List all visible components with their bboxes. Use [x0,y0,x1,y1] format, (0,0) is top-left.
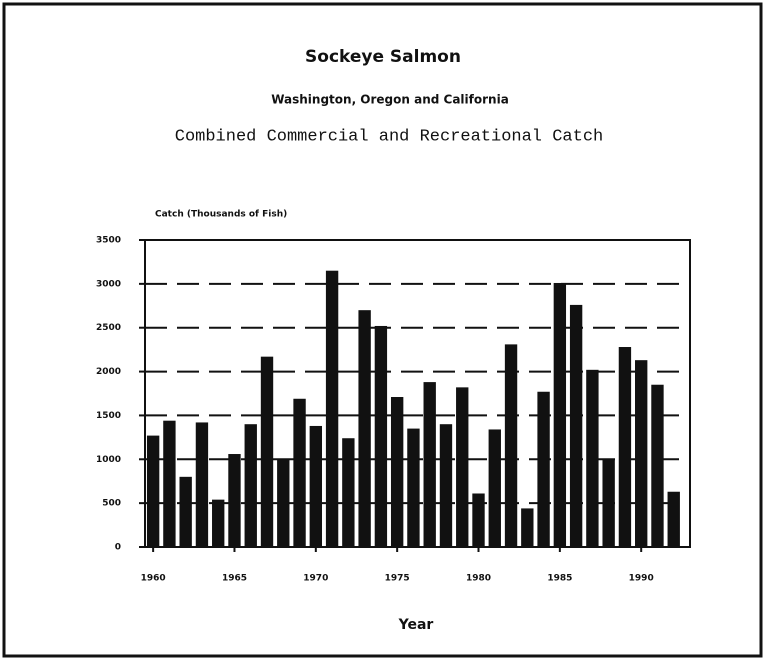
bar [439,424,453,547]
bar [277,459,290,547]
bar [635,360,648,547]
x-tick-label: 1975 [385,574,410,584]
bar [390,397,404,547]
bar [504,344,518,547]
bar [423,382,436,547]
bar [407,428,420,547]
bar [488,429,501,547]
y-tick-label: 500 [102,499,121,509]
y-axis-label: Catch (Thousands of Fish) [155,210,287,220]
y-tick-label: 1000 [96,455,121,465]
x-tick-label: 1980 [466,574,491,584]
y-tick-label: 3000 [96,279,121,289]
x-axis-label: Year [398,617,434,633]
bar [228,454,241,547]
bar [146,435,160,547]
bar [651,384,664,547]
plot-frame [144,239,691,548]
x-tick-label: 1970 [303,574,328,584]
bar [553,282,567,547]
bar [293,398,306,547]
y-tick-label: 1500 [96,411,121,421]
bar [521,508,534,547]
bar [537,391,550,547]
bar [358,310,371,547]
y-tick-label: 0 [115,543,121,553]
bar [244,424,257,547]
chart-subtitle-2: Combined Commercial and Recreational Cat… [175,127,603,146]
bar [309,425,323,547]
x-tick-label: 1960 [141,574,166,584]
bar [325,270,339,547]
bar [569,304,583,547]
bar [586,369,599,547]
bar [618,347,632,547]
bar [667,491,680,547]
y-tick-label: 3500 [96,236,121,246]
bar [260,356,274,547]
bar [212,499,225,547]
x-tick-label: 1965 [222,574,247,584]
y-tick-label: 2000 [96,367,121,377]
bar [456,387,469,547]
x-tick-label: 1985 [547,574,572,584]
bar [374,325,388,547]
y-tick-label: 2500 [96,323,121,333]
bar [602,459,615,547]
bar [195,422,209,547]
chart-subtitle: Washington, Oregon and California [271,93,509,107]
bar [179,476,192,547]
bar [163,420,176,547]
bar [472,493,485,547]
x-tick-label: 1990 [629,574,654,584]
bar [342,438,355,547]
chart-title: Sockeye Salmon [305,47,461,67]
